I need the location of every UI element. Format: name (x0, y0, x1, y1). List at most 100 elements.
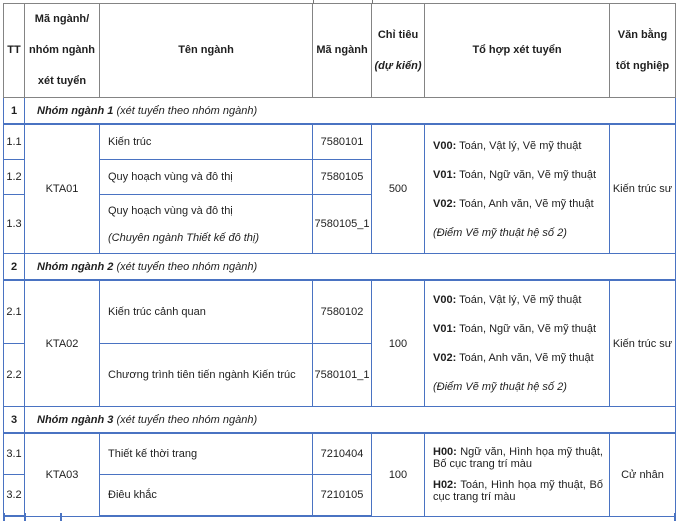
row-tt: 3.2 (3, 474, 25, 517)
group-1-title-note: (xét tuyển theo nhóm ngành) (116, 104, 258, 117)
combination-list: V00: Toán, Vật lý, Vẽ mỹ thuật V01: Toán… (433, 140, 603, 239)
combo-code: V01: (433, 323, 457, 335)
cropped-border-stub (60, 513, 62, 521)
table-header-row: TT Mã ngành/ nhóm ngành xét tuyển Tên ng… (3, 3, 676, 98)
row-tt: 1.1 (3, 123, 25, 160)
major-specialization-note: (Chuyên ngành Thiết kế đô thị) (108, 231, 260, 244)
major-code-cell: 7210404 (312, 432, 372, 475)
cropped-border-stub (372, 0, 373, 4)
group-1-code-cell: KTA01 (24, 123, 100, 254)
table-row: 1.3 Quy hoạch vùng và đô thị (Chuyên ngà… (3, 194, 676, 254)
combo-code: V02: (433, 352, 457, 364)
table-row: 2.2 Chương trình tiên tiến ngành Kiến tr… (3, 343, 676, 407)
row-tt: 1.3 (3, 194, 25, 254)
cropped-border-stub (674, 513, 676, 521)
group-1-degree-cell: Kiến trúc sư (609, 123, 676, 254)
major-code-cell: 7580101 (312, 123, 372, 160)
combination-line: V00: Toán, Vật lý, Vẽ mỹ thuật (433, 140, 603, 152)
combination-note: (Điểm Vẽ mỹ thuật hệ số 2) (433, 226, 567, 239)
major-name-cell: Kiến trúc cảnh quan (99, 279, 313, 344)
group-2-code-cell: KTA02 (24, 279, 100, 407)
combo-subjects: Toán, Vật lý, Vẽ mỹ thuật (459, 139, 582, 152)
group-row-3: 3 Nhóm ngành 3 (xét tuyển theo nhóm ngàn… (3, 406, 676, 434)
group-3-quota-cell: 100 (371, 432, 425, 517)
combo-subjects: Toán, Vật lý, Vẽ mỹ thuật (459, 294, 582, 306)
row-tt: 1.2 (3, 159, 25, 195)
row-tt: 3.1 (3, 432, 25, 475)
group-1-combination-cell: V00: Toán, Vật lý, Vẽ mỹ thuật V01: Toán… (424, 123, 610, 254)
degree-label-line1: Văn bằng (617, 28, 668, 41)
combo-subjects: Toán, Anh văn, Vẽ mỹ thuật (459, 352, 594, 364)
major-name-cell: Quy hoạch vùng và đô thị (Chuyên ngành T… (99, 194, 313, 254)
major-code-cell: 7580102 (312, 279, 372, 344)
combo-code: H02: (433, 479, 457, 492)
admissions-table: TT Mã ngành/ nhóm ngành xét tuyển Tên ng… (3, 3, 676, 517)
group-2-combination-cell: V00: Toán, Vật lý, Vẽ mỹ thuật V01: Toán… (424, 279, 610, 407)
col-header-quota: Chỉ tiêu (dự kiến) (371, 3, 425, 98)
col-header-tt-label: TT (7, 44, 21, 56)
major-code-cell: 7580105 (312, 159, 372, 195)
combination-line: V02: Toán, Anh văn, Vẽ mỹ thuật (433, 198, 603, 210)
table-row: 2.1 KTA02 Kiến trúc cảnh quan 7580102 10… (3, 279, 676, 407)
major-code-cell: 7210105 (312, 474, 372, 517)
cropped-border-stub (313, 0, 314, 4)
group-row-2: 2 Nhóm ngành 2 (xét tuyển theo nhóm ngàn… (3, 253, 676, 281)
combo-code: V00: (433, 294, 457, 306)
combination-line: V00: Toán, Vật lý, Vẽ mỹ thuật (433, 294, 603, 306)
combination-line: V02: Toán, Anh văn, Vẽ mỹ thuật (433, 352, 603, 364)
combo-subjects: Toán, Hình họa mỹ thuật, Bố cục trang tr… (433, 479, 604, 504)
combination-line: H02: Toán, Hình họa mỹ thuật, Bố cục tra… (433, 479, 603, 503)
table-row: 1.1 KTA01 Kiến trúc 7580101 500 V00: Toá… (3, 123, 676, 254)
col-header-combination: Tổ hợp xét tuyển (424, 3, 610, 98)
combo-code: V00: (433, 139, 457, 152)
cropped-border-stub (24, 513, 26, 521)
group-3-combination-cell: H00: Ngữ văn, Hình họa mỹ thuật, Bố cục … (424, 432, 610, 517)
group-3-title: Nhóm ngành 3 (37, 413, 114, 426)
table-row: 3.2 Điêu khắc 7210105 (3, 474, 676, 517)
major-name-cell: Kiến trúc (99, 123, 313, 160)
group-2-degree-cell: Kiến trúc sư (609, 279, 676, 407)
major-name-cell: Quy hoạch vùng và đô thị (99, 159, 313, 195)
combination-line: V01: Toán, Ngữ văn, Vẽ mỹ thuật (433, 169, 603, 181)
group-2-title: Nhóm ngành 2 (37, 260, 114, 273)
combination-list: H00: Ngữ văn, Hình họa mỹ thuật, Bố cục … (433, 446, 603, 503)
combo-code: V01: (433, 168, 457, 181)
group-2-number: 2 (3, 253, 25, 281)
col-header-degree: Văn bằng tốt nghiệp (609, 3, 676, 98)
combination-label: Tổ hợp xét tuyển (472, 44, 562, 56)
group-row-1: 1 Nhóm ngành 1 (xét tuyển theo nhóm ngàn… (3, 97, 676, 125)
combo-subjects: Toán, Anh văn, Vẽ mỹ thuật (459, 197, 594, 210)
major-name: Quy hoạch vùng và đô thị (108, 204, 233, 217)
combo-subjects: Ngữ văn, Hình họa mỹ thuật, Bố cục trang… (433, 446, 603, 471)
combo-code: H00: (433, 446, 457, 459)
cropped-border-stub (3, 513, 5, 521)
combo-subjects: Toán, Ngữ văn, Vẽ mỹ thuật (459, 168, 597, 181)
major-name-cell: Chương trình tiên tiến ngành Kiến trúc (99, 343, 313, 407)
major-name-cell: Thiết kế thời trang (99, 432, 313, 475)
group-3-code-cell: KTA03 (24, 432, 100, 517)
quota-label-line2: (dự kiến) (374, 59, 422, 72)
col-header-tt: TT (3, 3, 25, 98)
major-name-label: Tên ngành (178, 44, 234, 56)
major-code-cell: 7580101_1 (312, 343, 372, 407)
group-3-title-note: (xét tuyển theo nhóm ngành) (116, 413, 258, 426)
col-header-group-code: Mã ngành/ nhóm ngành xét tuyển (24, 3, 100, 98)
combination-line: H00: Ngữ văn, Hình họa mỹ thuật, Bố cục … (433, 446, 603, 470)
group-code-line1: Mã ngành/ (34, 13, 90, 25)
group-3-number: 3 (3, 406, 25, 434)
combo-subjects: Toán, Ngữ văn, Vẽ mỹ thuật (459, 323, 597, 335)
row-tt: 2.2 (3, 343, 25, 407)
combination-line: V01: Toán, Ngữ văn, Vẽ mỹ thuật (433, 323, 603, 335)
col-header-major-name: Tên ngành (99, 3, 313, 98)
row-tt: 2.1 (3, 279, 25, 344)
group-1-number: 1 (3, 97, 25, 125)
group-2-quota-cell: 100 (371, 279, 425, 407)
major-code-cell: 7580105_1 (312, 194, 372, 254)
group-1-quota-cell: 500 (371, 123, 425, 254)
group-3-title-cell: Nhóm ngành 3 (xét tuyển theo nhóm ngành) (24, 406, 676, 434)
combination-note: (Điểm Vẽ mỹ thuật hệ số 2) (433, 381, 567, 393)
combo-code: V02: (433, 197, 457, 210)
group-code-line3: xét tuyển (37, 75, 87, 87)
combination-list: V00: Toán, Vật lý, Vẽ mỹ thuật V01: Toán… (433, 294, 603, 393)
